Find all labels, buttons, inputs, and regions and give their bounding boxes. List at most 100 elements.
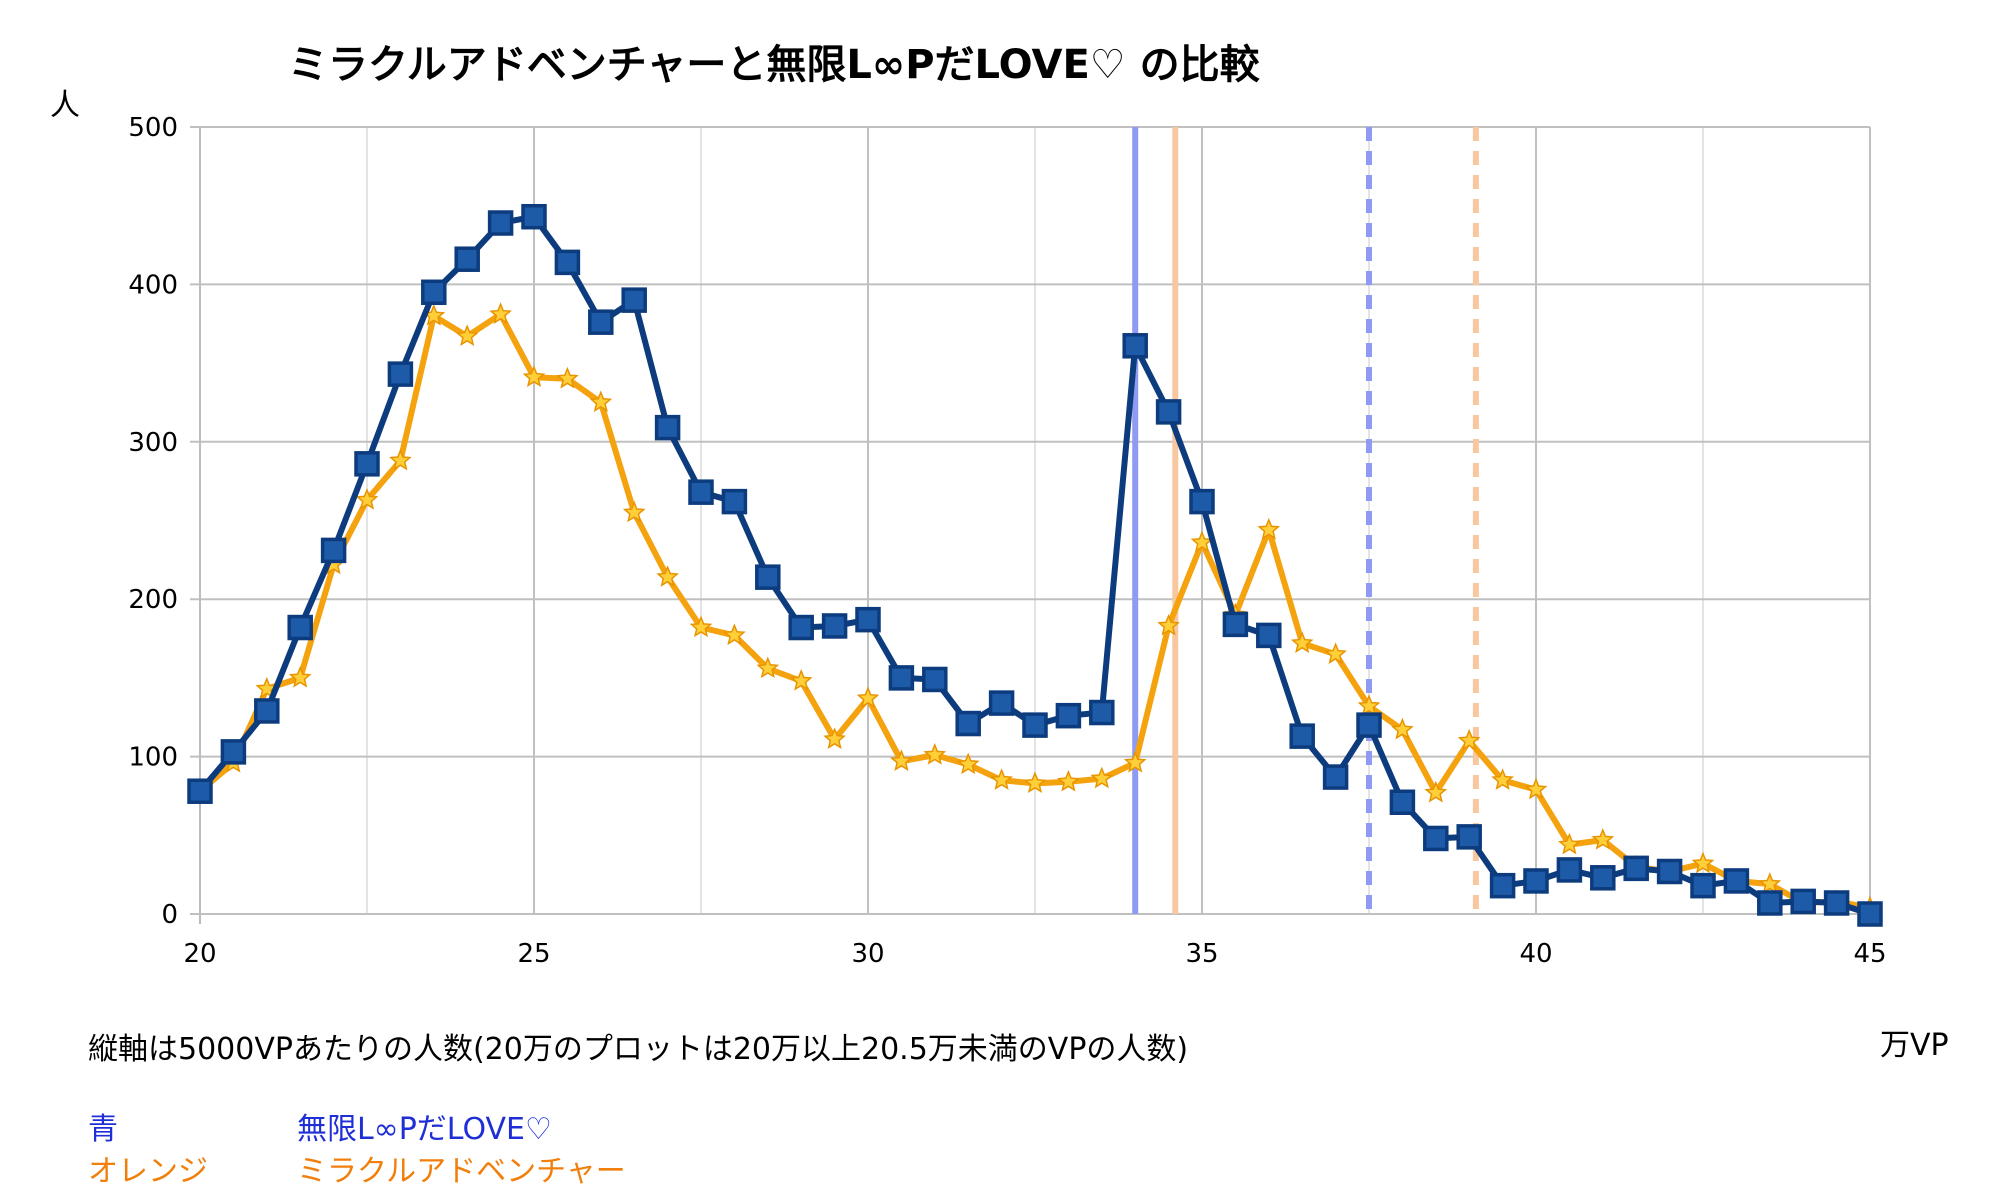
data-point-star xyxy=(1023,771,1047,793)
data-point-star xyxy=(1558,832,1581,855)
data-point-star xyxy=(622,500,646,523)
data-point-square xyxy=(1022,712,1048,738)
data-point-star xyxy=(656,565,679,587)
y-tick-label: 100 xyxy=(128,743,178,773)
reference-lines xyxy=(1132,127,1479,914)
data-point-square xyxy=(621,287,647,313)
data-point-square xyxy=(187,778,213,804)
data-point-star xyxy=(489,302,512,324)
data-point-square xyxy=(1556,857,1583,883)
data-point-square xyxy=(387,361,414,387)
data-point-square xyxy=(888,665,915,691)
data-point-square xyxy=(1289,723,1315,749)
x-axis-label: 万VP xyxy=(1880,1028,1949,1063)
data-point-star xyxy=(723,623,746,646)
data-point-square xyxy=(855,606,881,633)
x-tick-label: 35 xyxy=(1185,939,1218,969)
data-point-star xyxy=(389,448,412,471)
legend-blue-name: 無限L∞PだLOVE♡ xyxy=(297,1112,552,1147)
data-point-square xyxy=(1222,611,1249,638)
y-tick-label: 500 xyxy=(128,113,178,143)
data-point-square xyxy=(988,690,1015,716)
data-point-star xyxy=(1057,769,1080,792)
data-point-square xyxy=(487,210,514,236)
data-point-square xyxy=(254,698,280,724)
data-point-star xyxy=(1157,614,1180,636)
x-tick-label: 25 xyxy=(517,939,550,969)
data-point-square xyxy=(454,246,480,272)
footnote: 縦軸は5000VPあたりの人数(20万のプロットは20万以上20.5万未満のVP… xyxy=(88,1032,1189,1067)
data-point-square xyxy=(1456,824,1482,850)
data-point-square xyxy=(521,203,547,230)
y-tick-label: 400 xyxy=(128,270,178,300)
chart-title: ミラクルアドベンチャーと無限L∞PだLOVE♡ の比較 xyxy=(288,42,1261,88)
data-point-square xyxy=(755,564,781,590)
data-point-square xyxy=(1523,868,1549,894)
data-point-star xyxy=(1524,777,1548,800)
data-point-square xyxy=(1055,702,1082,729)
data-point-star xyxy=(1457,728,1481,751)
data-point-square xyxy=(922,666,948,693)
x-tick-label: 40 xyxy=(1519,939,1552,969)
data-point-square xyxy=(1256,622,1282,649)
data-point-star xyxy=(1324,642,1347,664)
data-point-square xyxy=(1122,333,1148,359)
data-point-square xyxy=(1489,872,1516,899)
data-point-star xyxy=(789,669,813,691)
data-point-square xyxy=(1823,890,1850,916)
data-point-square xyxy=(320,537,347,564)
data-point-star xyxy=(1424,780,1448,803)
y-axis-label: 人 xyxy=(50,88,80,123)
data-point-star xyxy=(1357,694,1381,716)
data-point-star xyxy=(589,390,613,413)
data-point-square xyxy=(588,309,614,335)
data-point-star xyxy=(355,488,379,510)
data-point-square xyxy=(1189,488,1215,515)
series-blue xyxy=(187,203,1883,927)
series xyxy=(187,203,1883,927)
legend-orange-name: ミラクルアドベンチャー xyxy=(297,1154,626,1189)
data-point-square xyxy=(1389,789,1416,815)
data-point-square xyxy=(1690,872,1716,899)
data-point-star xyxy=(522,365,546,387)
data-point-star xyxy=(1391,717,1414,740)
data-point-square xyxy=(688,479,714,505)
data-point-star xyxy=(556,366,579,389)
data-point-square xyxy=(955,710,981,737)
data-point-square xyxy=(354,451,380,477)
data-point-star xyxy=(288,665,312,688)
data-point-square xyxy=(1089,699,1115,726)
data-point-square xyxy=(821,613,848,639)
data-point-star xyxy=(990,768,1013,790)
data-point-square xyxy=(654,414,681,441)
data-point-square xyxy=(554,249,581,276)
data-point-square xyxy=(1322,764,1349,790)
data-point-square xyxy=(421,279,447,306)
data-point-square xyxy=(1623,855,1649,882)
data-point-square xyxy=(1723,868,1750,894)
data-point-square xyxy=(1857,901,1883,927)
data-point-square xyxy=(220,739,247,765)
y-tick-label: 0 xyxy=(161,900,178,930)
axis-ticks: 20 25 30 35 40 45 0 100 200 300 400 500 xyxy=(128,113,1886,969)
data-point-star xyxy=(856,686,880,709)
y-tick-label: 200 xyxy=(128,585,178,615)
x-tick-label: 30 xyxy=(851,939,884,969)
data-point-star xyxy=(756,656,780,679)
data-point-star xyxy=(956,752,980,775)
data-point-star xyxy=(1491,768,1514,790)
data-point-star xyxy=(1257,517,1281,540)
data-point-square xyxy=(788,614,814,641)
data-point-star xyxy=(1691,851,1715,874)
data-point-square xyxy=(1155,399,1182,425)
data-point-star xyxy=(1290,631,1314,653)
data-point-square xyxy=(1423,825,1449,852)
data-point-square xyxy=(1590,865,1616,891)
data-point-star xyxy=(823,727,846,749)
data-point-star xyxy=(689,615,713,638)
data-point-star xyxy=(923,743,947,765)
data-point-square xyxy=(721,488,748,515)
data-point-square xyxy=(1757,890,1783,916)
data-point-star xyxy=(1591,828,1615,850)
